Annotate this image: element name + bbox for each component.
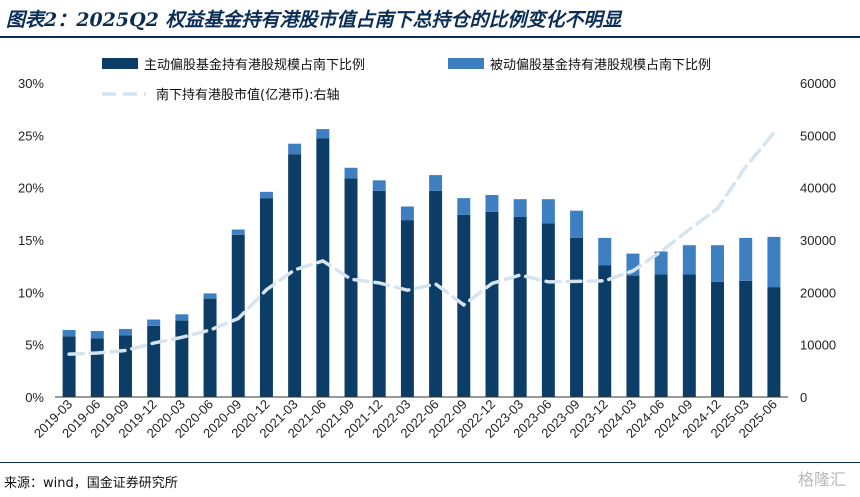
bar-segment [541, 199, 555, 224]
bar-segment [118, 335, 132, 397]
bar-segment [344, 167, 358, 179]
bar-segment [90, 338, 104, 397]
bar-segment [739, 237, 753, 281]
y-right-tick-label: 30000 [800, 233, 836, 248]
bar-segment [711, 281, 725, 397]
y-right-tick-label: 60000 [800, 76, 836, 91]
bar-segment [259, 191, 273, 199]
legend-label-passive: 被动偏股基金持有港股规模占南下比例 [490, 57, 711, 73]
bar-segment [598, 237, 612, 266]
bar-segment [372, 190, 386, 397]
y-left-tick-label: 0% [25, 390, 44, 405]
y-left-tick-label: 30% [18, 76, 44, 91]
legend-label-active: 主动偏股基金持有港股规模占南下比例 [144, 57, 365, 73]
bar-segment [457, 198, 471, 215]
bar-segment [147, 319, 161, 326]
bar-segment [288, 143, 302, 155]
bar-segment [654, 251, 668, 275]
bar-segment [513, 199, 527, 217]
bar-segment [316, 129, 330, 139]
y-left-tick-label: 15% [18, 233, 44, 248]
bar-segment [372, 180, 386, 191]
y-right-tick-label: 10000 [800, 338, 836, 353]
watermark-logo: 格隆汇 [797, 470, 846, 489]
bar-segment [344, 178, 358, 397]
bar-segment [682, 245, 696, 275]
bar-segment [485, 194, 499, 212]
bar-segment [62, 336, 76, 397]
bar-segment [767, 236, 781, 288]
legend-swatch-active [102, 58, 138, 69]
bar-segment [429, 175, 443, 191]
bar-segment [316, 138, 330, 397]
bar-segment [118, 328, 132, 336]
bar-segment [739, 280, 753, 397]
bar-segment [598, 265, 612, 397]
bar-segment [400, 220, 414, 397]
footer-rule [0, 462, 860, 463]
y-right-tick-label: 0 [800, 390, 807, 405]
bar-segment [175, 320, 189, 397]
bar-segment [147, 325, 161, 397]
title-bar: 图表2：2025Q2 权益基金持有港股市值占南下总持仓的比例变化不明显 [0, 0, 860, 34]
bar-segment [654, 274, 668, 397]
bar-segment [570, 237, 584, 397]
bar-segment [231, 234, 245, 397]
title-rule [0, 36, 860, 38]
market-value-line [67, 130, 776, 356]
bar-segment [400, 206, 414, 221]
bar-segment [767, 287, 781, 397]
bar-segment [259, 198, 273, 397]
figure-title: 图表2：2025Q2 权益基金持有港股市值占南下总持仓的比例变化不明显 [6, 9, 622, 31]
bar-segment [90, 331, 104, 339]
bar-segment [203, 298, 217, 397]
bar-segment [231, 229, 245, 235]
bar-segment [570, 210, 584, 238]
source-note: 来源：wind，国金证券研究所 [4, 476, 178, 491]
y-left-tick-label: 25% [18, 128, 44, 143]
y-left-tick-label: 20% [18, 181, 44, 196]
bar-segment [626, 275, 640, 397]
bar-segment [485, 211, 499, 397]
bar-segment [541, 223, 555, 397]
bar-segment [682, 274, 696, 397]
bar-segment [288, 154, 302, 397]
bar-segment [175, 314, 189, 321]
y-right-tick-label: 20000 [800, 285, 836, 300]
y-left-tick-label: 5% [25, 338, 44, 353]
legend-swatch-passive [448, 58, 484, 69]
y-left-tick-label: 10% [18, 285, 44, 300]
bar-segment [711, 245, 725, 282]
bar-segment [203, 293, 217, 299]
bar-segment [62, 330, 76, 337]
y-right-tick-label: 50000 [800, 128, 836, 143]
bar-segment [513, 216, 527, 397]
y-right-tick-label: 40000 [800, 181, 836, 196]
bar-segment [429, 190, 443, 397]
legend-label-line: 南下持有港股市值(亿港币):右轴 [156, 87, 340, 103]
